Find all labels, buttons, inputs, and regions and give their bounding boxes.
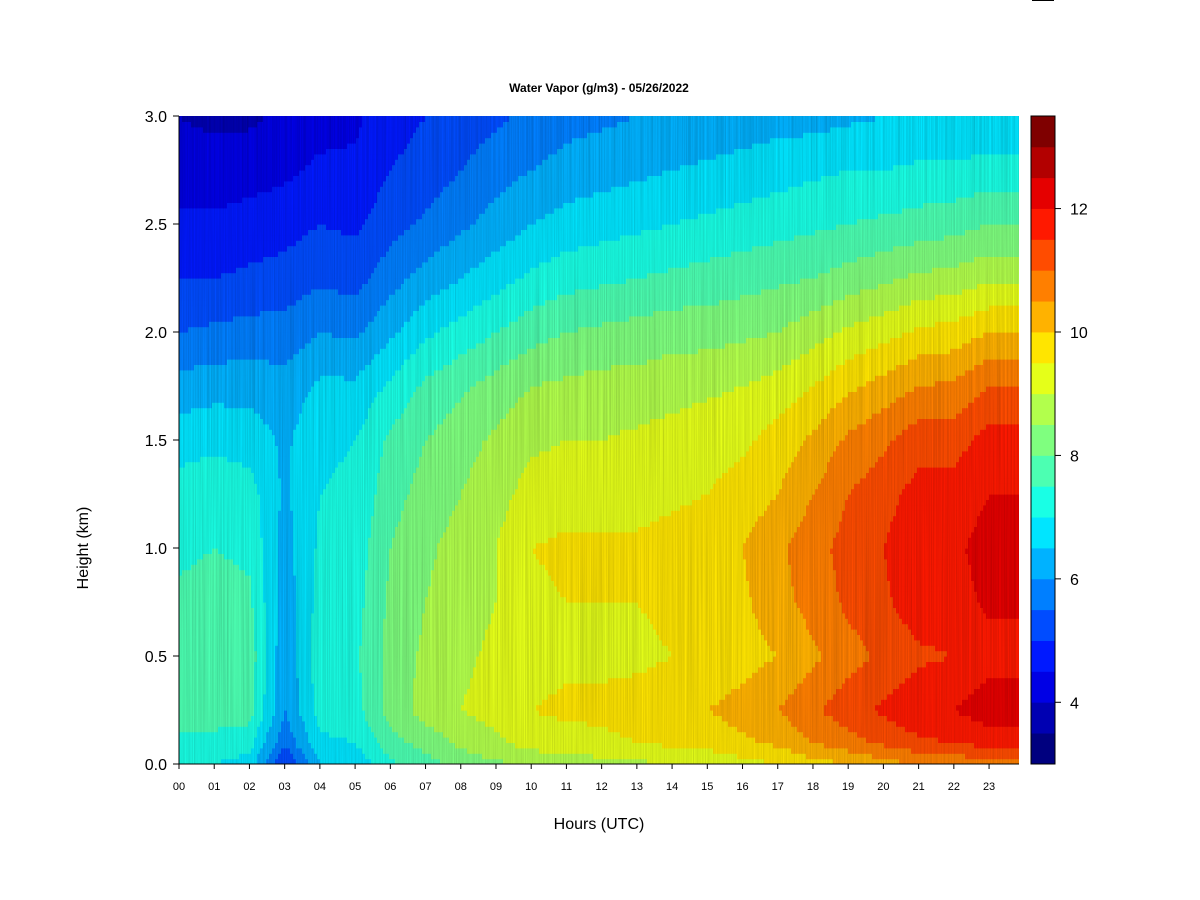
chart-title: Water Vapor (g/m3) - 05/26/2022 [509, 81, 689, 95]
